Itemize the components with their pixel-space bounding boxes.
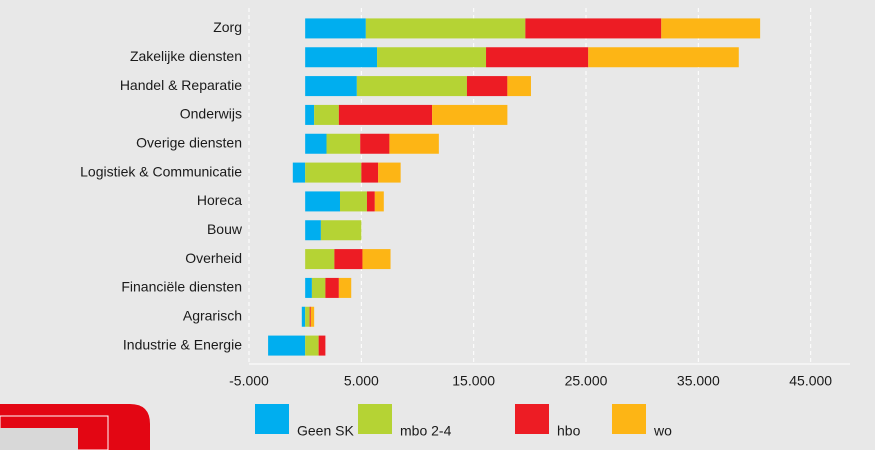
y-tick-label: Agrarisch bbox=[183, 307, 242, 323]
legend-swatch bbox=[255, 404, 289, 434]
bar-segment bbox=[305, 220, 321, 241]
y-tick-label: Zorg bbox=[213, 19, 242, 35]
bar-segment bbox=[338, 277, 352, 298]
bar-segment bbox=[268, 335, 306, 356]
bar-segment bbox=[305, 249, 335, 270]
legend-swatch bbox=[358, 404, 392, 434]
bar-segment bbox=[320, 220, 362, 241]
y-tick-label: Bouw bbox=[207, 221, 243, 237]
bar-segment bbox=[661, 18, 761, 39]
x-tick-label: 5.000 bbox=[344, 373, 379, 389]
legend-label: mbo 2-4 bbox=[400, 423, 452, 439]
y-tick-label: Industrie & Energie bbox=[123, 336, 242, 352]
bar-segment bbox=[466, 76, 508, 97]
bar-segment bbox=[292, 162, 306, 183]
bar-segment bbox=[525, 18, 662, 39]
bar-segment bbox=[326, 133, 361, 154]
bar-segment bbox=[362, 249, 391, 270]
y-tick-label: Logistiek & Communicatie bbox=[80, 163, 242, 179]
bar-segment bbox=[365, 18, 526, 39]
bar-segment bbox=[378, 162, 401, 183]
legend-swatch bbox=[612, 404, 646, 434]
y-tick-label: Onderwijs bbox=[180, 106, 242, 122]
bar-segment bbox=[305, 277, 312, 298]
bar-segment bbox=[361, 162, 379, 183]
legend-swatch bbox=[515, 404, 549, 434]
bar-segment bbox=[339, 191, 367, 212]
y-tick-label: Handel & Reparatie bbox=[120, 77, 242, 93]
bar-segment bbox=[305, 335, 319, 356]
bar-segment bbox=[334, 249, 363, 270]
bar-segment bbox=[432, 104, 508, 125]
bar-segment bbox=[389, 133, 439, 154]
y-tick-label: Horeca bbox=[197, 192, 242, 208]
bar-segment bbox=[318, 335, 326, 356]
bar-segment bbox=[310, 306, 315, 327]
bar-segment bbox=[356, 76, 467, 97]
x-tick-label: 45.000 bbox=[789, 373, 832, 389]
bar-segment bbox=[305, 191, 340, 212]
decoration-panel bbox=[0, 428, 78, 450]
bar-segment bbox=[311, 277, 326, 298]
bar-segment bbox=[377, 47, 487, 68]
bar-segment bbox=[507, 76, 531, 97]
bar-segment bbox=[305, 18, 366, 39]
y-tick-label: Zakelijke diensten bbox=[130, 48, 242, 64]
bar-segment bbox=[374, 191, 384, 212]
legend-label: hbo bbox=[557, 423, 581, 439]
bar-segment bbox=[305, 162, 362, 183]
y-tick-label: Overige diensten bbox=[136, 134, 242, 150]
decoration-frame bbox=[0, 415, 109, 450]
bar-segment bbox=[325, 277, 339, 298]
bar-segment bbox=[309, 306, 311, 327]
bar-segment bbox=[338, 104, 433, 125]
bar-segment bbox=[305, 47, 378, 68]
y-tick-label: Overheid bbox=[185, 250, 242, 266]
bar-segment bbox=[486, 47, 589, 68]
bar-segment bbox=[588, 47, 739, 68]
x-tick-label: 15.000 bbox=[452, 373, 495, 389]
bar-segment bbox=[314, 104, 339, 125]
bar-segment bbox=[305, 133, 327, 154]
x-tick-label: 35.000 bbox=[677, 373, 720, 389]
bar-segment bbox=[305, 306, 310, 327]
x-tick-label: -5.000 bbox=[229, 373, 269, 389]
bar-segment bbox=[305, 104, 315, 125]
bar-segment bbox=[305, 76, 357, 97]
bar-segment bbox=[366, 191, 375, 212]
bar-segment bbox=[301, 306, 306, 327]
bar-segment bbox=[360, 133, 390, 154]
legend-label: Geen SK bbox=[297, 423, 354, 439]
x-tick-label: 25.000 bbox=[565, 373, 608, 389]
legend-label: wo bbox=[653, 423, 672, 439]
y-tick-label: Financiële diensten bbox=[121, 279, 242, 295]
